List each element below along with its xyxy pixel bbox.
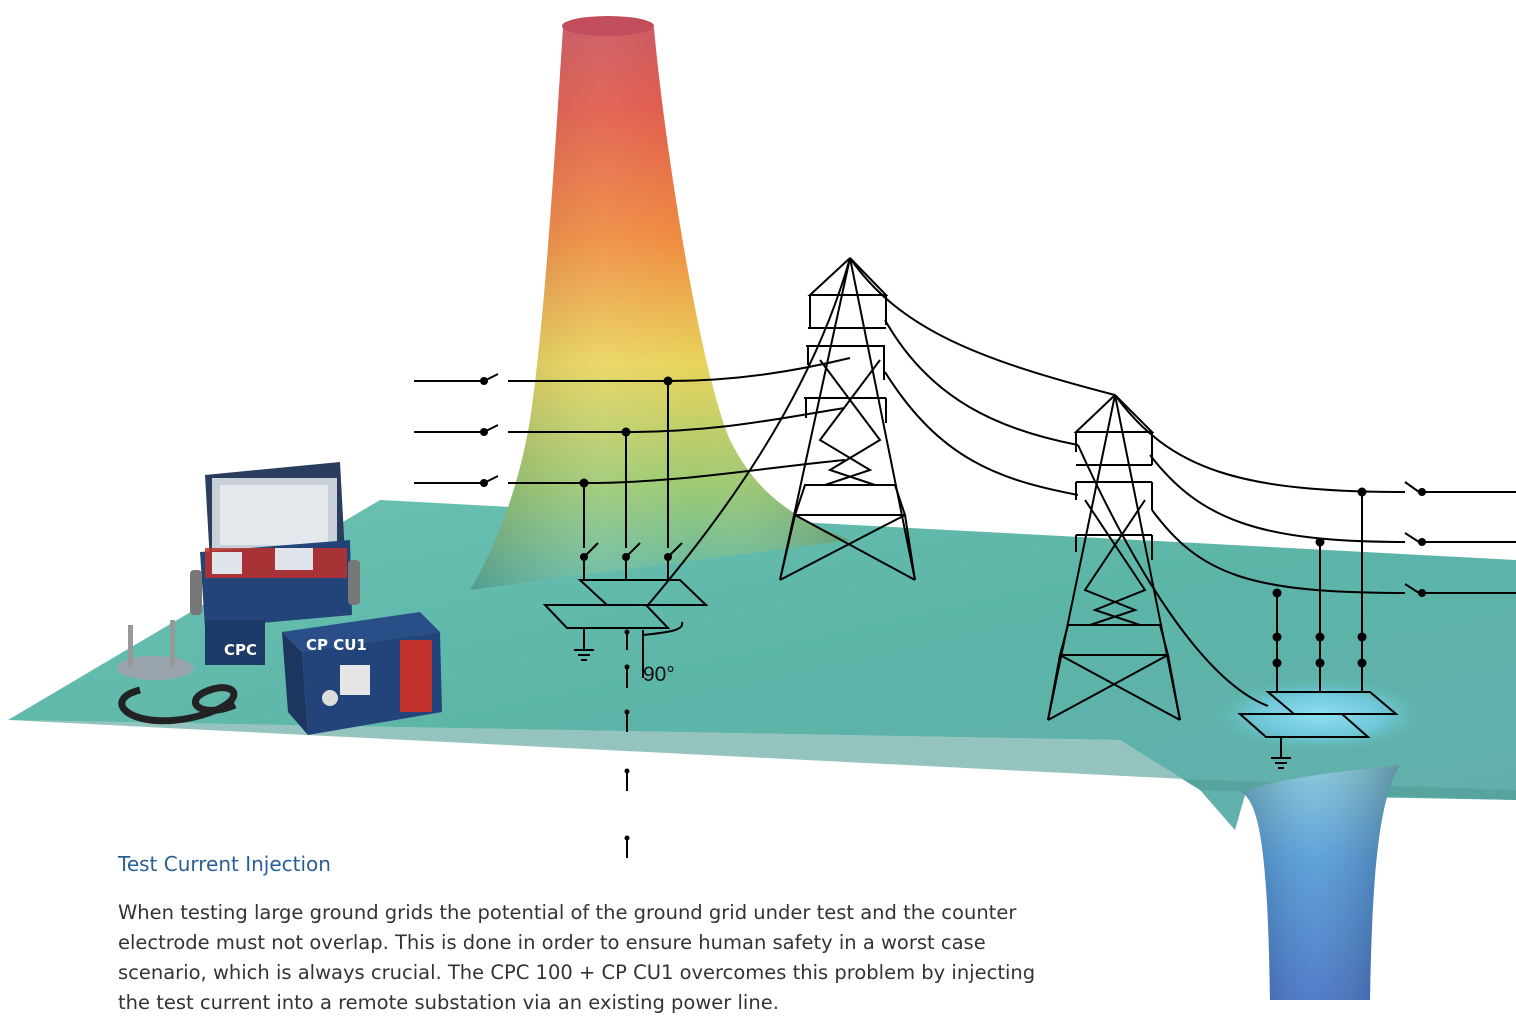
device-unit-label: CP CU1 bbox=[306, 636, 367, 654]
device-main-label: CPC bbox=[224, 641, 257, 659]
potential-peak bbox=[470, 16, 850, 590]
angle-label: 90° bbox=[643, 663, 675, 686]
ground-clamp-cable bbox=[117, 620, 238, 725]
cpc-100-device: CPC bbox=[190, 462, 360, 665]
circuit-schematic bbox=[414, 257, 1516, 858]
caption-title: Test Current Injection bbox=[118, 852, 331, 876]
junction-dots bbox=[480, 376, 1426, 841]
potential-funnel bbox=[1210, 677, 1430, 1000]
cp-cu1-device: CP CU1 bbox=[282, 612, 442, 735]
caption-body: When testing large ground grids the pote… bbox=[118, 901, 1036, 1014]
